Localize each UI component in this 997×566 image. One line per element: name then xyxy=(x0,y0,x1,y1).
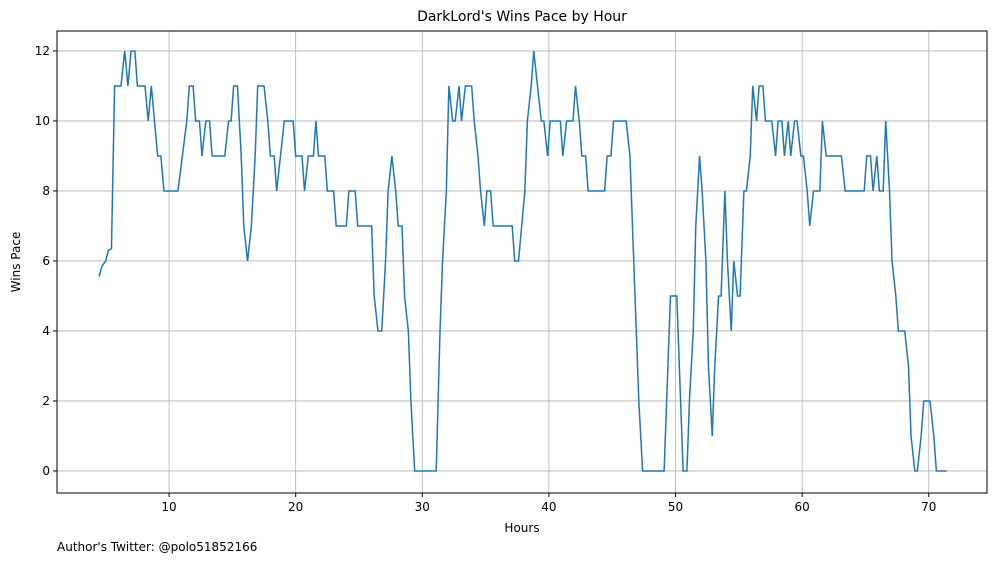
annotation: Author's Twitter: @polo51852166 xyxy=(57,540,257,554)
data-line xyxy=(98,50,947,472)
x-tick-label: 10 xyxy=(161,500,176,514)
x-tick-label: 50 xyxy=(668,500,683,514)
x-tick-label: 30 xyxy=(415,500,430,514)
y-tick-label: 12 xyxy=(35,44,50,58)
y-tick-label: 6 xyxy=(42,254,50,268)
y-tick-label: 8 xyxy=(42,184,50,198)
plot-frame xyxy=(56,30,988,494)
y-axis-label: Wins Pace xyxy=(9,232,23,293)
x-axis-label: Hours xyxy=(504,521,539,535)
y-tick-label: 10 xyxy=(35,114,50,128)
y-tick-label: 2 xyxy=(42,394,50,408)
x-tick-label: 60 xyxy=(794,500,809,514)
chart-title: DarkLord's Wins Pace by Hour xyxy=(417,9,627,25)
y-tick-label: 0 xyxy=(42,464,50,478)
x-tick-label: 40 xyxy=(541,500,556,514)
y-tick-label: 4 xyxy=(42,324,50,338)
x-tick-label: 70 xyxy=(921,500,936,514)
x-tick-label: 20 xyxy=(288,500,303,514)
